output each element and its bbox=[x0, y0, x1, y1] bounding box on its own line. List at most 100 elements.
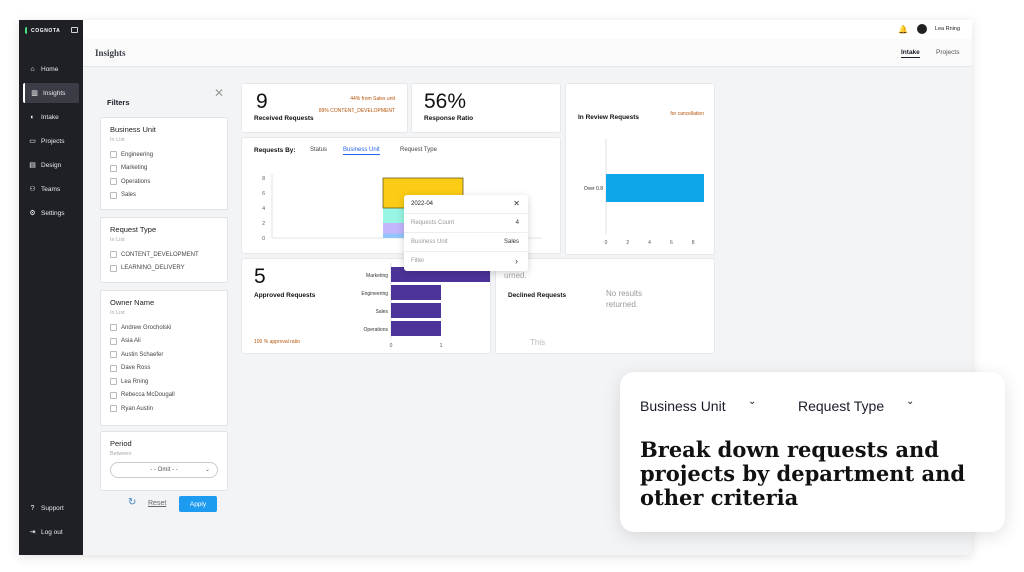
declined-label: Declined Requests bbox=[508, 292, 567, 299]
filter-option[interactable]: Engineering bbox=[110, 148, 218, 162]
tooltip-key: Requests Count bbox=[411, 220, 455, 226]
checkbox[interactable] bbox=[110, 164, 117, 172]
filter-option-label: Engineering bbox=[121, 151, 154, 158]
card-approved-requests: 5 Approved Requests 100 % approval ratio… bbox=[242, 259, 490, 353]
response-ratio-label: Response Ratio bbox=[424, 115, 474, 122]
filter-subtitle: In List bbox=[110, 137, 125, 143]
tooltip-key: Business Unit bbox=[411, 239, 448, 245]
sidebar-item-support[interactable]: ? Support bbox=[23, 498, 79, 518]
tab-business-unit[interactable]: Business Unit bbox=[343, 147, 380, 155]
category-label: Engineering bbox=[361, 291, 388, 297]
filter-option[interactable]: Ryan Austin bbox=[110, 402, 218, 416]
tooltip-row-unit: Business Unit Sales bbox=[404, 233, 528, 252]
filter-option[interactable]: Asia Ali bbox=[110, 335, 218, 349]
approved-chart: MarketingEngineeringSalesOperations012 bbox=[361, 263, 490, 349]
filter-option-label: Ryan Austin bbox=[121, 405, 154, 412]
checkbox[interactable] bbox=[110, 364, 117, 372]
checkbox[interactable] bbox=[110, 151, 117, 159]
user-name[interactable]: Lea Rning bbox=[934, 26, 960, 32]
tooltip-header: 2022-04 ✕ bbox=[404, 195, 528, 214]
tab-request-type[interactable]: Request Type bbox=[400, 147, 437, 153]
filter-option[interactable]: LEARNING_DELIVERY bbox=[110, 262, 218, 276]
reset-link[interactable]: Reset bbox=[148, 500, 167, 507]
sidebar-toggle-icon[interactable] bbox=[71, 27, 78, 33]
tab-status[interactable]: Status bbox=[310, 147, 328, 153]
avatar[interactable] bbox=[917, 24, 927, 34]
filter-option[interactable]: Marketing bbox=[110, 162, 218, 176]
period-select[interactable]: - - Omit - - ⌄ bbox=[110, 462, 218, 478]
close-icon[interactable]: ✕ bbox=[513, 199, 520, 208]
gear-icon: ⚙ bbox=[29, 209, 36, 217]
x-tick-label: 2 bbox=[626, 240, 629, 246]
checkbox[interactable] bbox=[110, 391, 117, 399]
apply-button[interactable]: Apply bbox=[179, 496, 217, 512]
received-label: Received Requests bbox=[254, 115, 314, 122]
filter-option[interactable]: Operations bbox=[110, 175, 218, 189]
requests-by-label: Requests By: bbox=[254, 147, 296, 154]
support-icon: ? bbox=[30, 504, 35, 512]
x-tick-label: 8 bbox=[692, 240, 695, 246]
design-icon: ▤ bbox=[29, 161, 36, 169]
checkbox[interactable] bbox=[110, 337, 117, 345]
checkbox[interactable] bbox=[110, 378, 117, 386]
x-tick-label: 4 bbox=[648, 240, 651, 246]
filter-option[interactable]: Sales bbox=[110, 189, 218, 203]
close-icon[interactable]: ✕ bbox=[214, 86, 225, 100]
bar bbox=[391, 321, 441, 336]
sidebar-item-design[interactable]: ▤ Design bbox=[23, 155, 79, 175]
in-review-label: In Review Requests bbox=[578, 114, 640, 121]
sidebar-item-label: Insights bbox=[43, 89, 66, 97]
sidebar-item-home[interactable]: ⌂ Home bbox=[23, 59, 79, 79]
card-in-review-requests: In Review Requests for cancellation 0 2 4 6… bbox=[566, 84, 714, 254]
filter-option[interactable]: Lea Rning bbox=[110, 375, 218, 389]
filter-option[interactable]: Andrew Grocholski bbox=[110, 321, 218, 335]
filter-subtitle: In List bbox=[110, 310, 125, 316]
page-title: Insights bbox=[95, 48, 126, 58]
bar bbox=[606, 174, 704, 202]
filter-option[interactable]: Austin Schaefer bbox=[110, 348, 218, 362]
filter-option-label: Sales bbox=[121, 192, 137, 199]
top-bar: 🔔 Lea Rning bbox=[83, 20, 972, 39]
tab-intake[interactable]: Intake bbox=[901, 49, 920, 58]
filter-title: Request Type bbox=[110, 225, 157, 234]
filter-option[interactable]: Rebecca McDougall bbox=[110, 389, 218, 403]
filter-option-label: Rebecca McDougall bbox=[121, 392, 175, 399]
logo-icon bbox=[25, 27, 29, 34]
chevron-down-icon: ⌄ bbox=[906, 396, 915, 407]
in-review-note: for cancellation bbox=[670, 111, 704, 117]
checkbox[interactable] bbox=[110, 191, 117, 199]
sidebar-item-log-out[interactable]: ⇥ Log out bbox=[23, 522, 79, 542]
checkbox[interactable] bbox=[110, 264, 117, 272]
filters-title: Filters bbox=[107, 98, 130, 107]
filter-option-label: Operations bbox=[121, 178, 151, 185]
checkbox[interactable] bbox=[110, 351, 117, 359]
home-icon: ⌂ bbox=[30, 65, 35, 73]
sidebar-item-projects[interactable]: ▭ Projects bbox=[23, 131, 79, 151]
filter-title: Period bbox=[110, 439, 132, 448]
bell-icon[interactable]: 🔔 bbox=[898, 25, 908, 34]
approved-note: 100 % approval ratio bbox=[254, 339, 300, 345]
filter-request-type: Request Type In List CONTENT_DEVELOPMENT… bbox=[100, 217, 228, 283]
tab-projects[interactable]: Projects bbox=[936, 49, 960, 56]
filter-business-unit: Business Unit In List Engineering Marketi… bbox=[100, 117, 228, 210]
checkbox[interactable] bbox=[110, 324, 117, 332]
promo-filter-request-type[interactable]: Request Type bbox=[798, 398, 885, 414]
checkbox[interactable] bbox=[110, 405, 117, 413]
filter-option[interactable]: CONTENT_DEVELOPMENT bbox=[110, 248, 218, 262]
sidebar-item-settings[interactable]: ⚙ Settings bbox=[23, 203, 79, 223]
checkbox[interactable] bbox=[110, 251, 117, 259]
tooltip-filter-row[interactable]: Filter › bbox=[404, 252, 528, 271]
promo-filter-business-unit[interactable]: Business Unit bbox=[640, 398, 726, 414]
bar bbox=[391, 285, 441, 300]
sidebar-item-insights[interactable]: ▥ Insights bbox=[23, 83, 79, 103]
logo[interactable]: COGNOTA bbox=[25, 27, 60, 34]
filter-option[interactable]: Dave Ross bbox=[110, 362, 218, 376]
sidebar-item-teams[interactable]: ⚇ Teams bbox=[23, 179, 79, 199]
x-tick-label: 6 bbox=[670, 240, 673, 246]
checkbox[interactable] bbox=[110, 178, 117, 186]
sidebar-item-intake[interactable]: ◐ Intake bbox=[23, 107, 79, 127]
chart-icon: ▥ bbox=[31, 89, 38, 97]
category-label: Marketing bbox=[366, 273, 388, 279]
filter-option-label: Lea Rning bbox=[121, 378, 149, 385]
refresh-icon[interactable]: ↻ bbox=[128, 497, 137, 508]
